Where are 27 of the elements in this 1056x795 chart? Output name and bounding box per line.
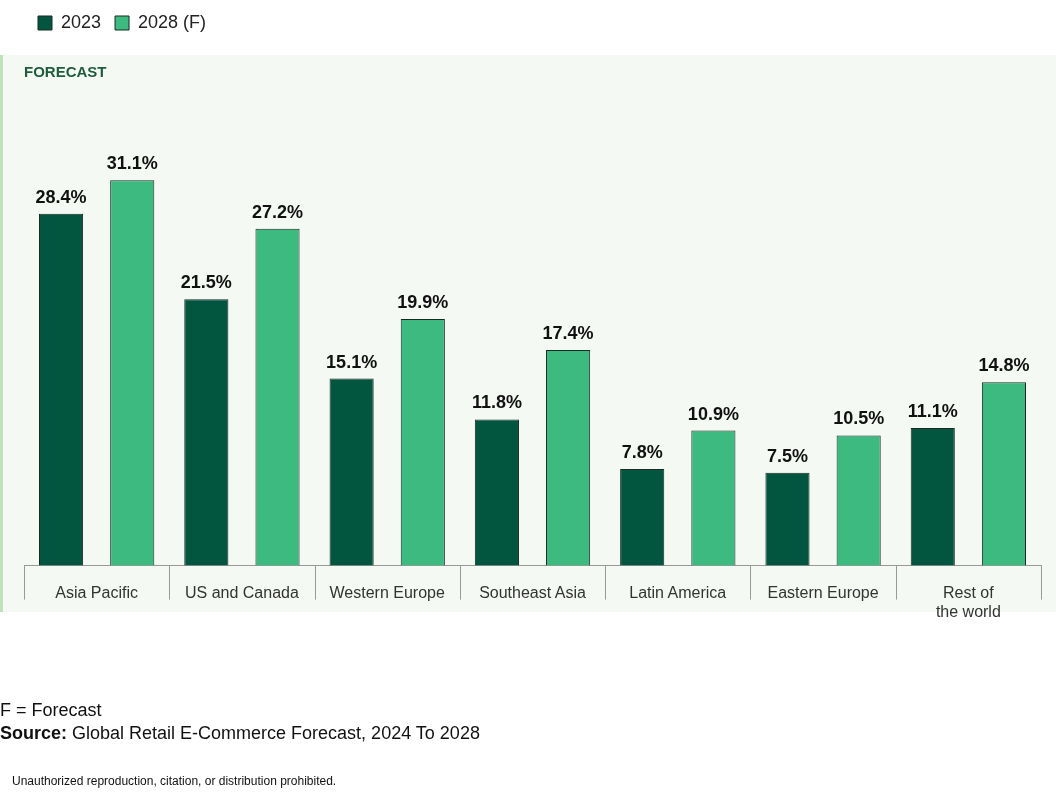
x-tick-label: Eastern Europe	[767, 583, 879, 601]
x-tick-label: US and Canada	[185, 583, 299, 601]
x-tick-label: Asia Pacific	[55, 583, 138, 601]
data-label: 17.4%	[542, 323, 594, 344]
legend-label: 2023	[61, 11, 102, 32]
data-label: 19.9%	[397, 292, 449, 313]
data-label: 15.1%	[326, 351, 378, 372]
data-label: 11.1%	[907, 401, 958, 422]
x-tick-label: Rest of the world	[935, 583, 1001, 620]
data-label: 10.9%	[687, 403, 739, 424]
data-label: 7.5%	[766, 445, 808, 466]
data-label: 28.4%	[35, 186, 87, 207]
chart-title: FORECAST	[24, 63, 107, 81]
data-label: 10.5%	[833, 408, 885, 429]
text: Unauthorized reproduction, citation, or distribution prohibited.	[11, 774, 338, 788]
x-tick-label: Southeast Asia	[479, 583, 586, 601]
source-note: Source: Global Retail E-Commerce Forecast, 2024 To 2028	[0, 723, 481, 744]
data-label: 27.2%	[252, 201, 304, 222]
data-label: 31.1%	[106, 153, 158, 174]
data-label: 11.8%	[471, 392, 522, 413]
x-tick-label: Latin America	[629, 583, 727, 601]
data-label: 21.5%	[180, 272, 232, 293]
legend-label: 2028 (F)	[138, 11, 207, 32]
x-tick-label: Western Europe	[329, 583, 445, 601]
data-label: 7.8%	[621, 441, 663, 462]
data-label: 14.8%	[978, 355, 1030, 376]
text: F = Forecast	[0, 700, 103, 721]
